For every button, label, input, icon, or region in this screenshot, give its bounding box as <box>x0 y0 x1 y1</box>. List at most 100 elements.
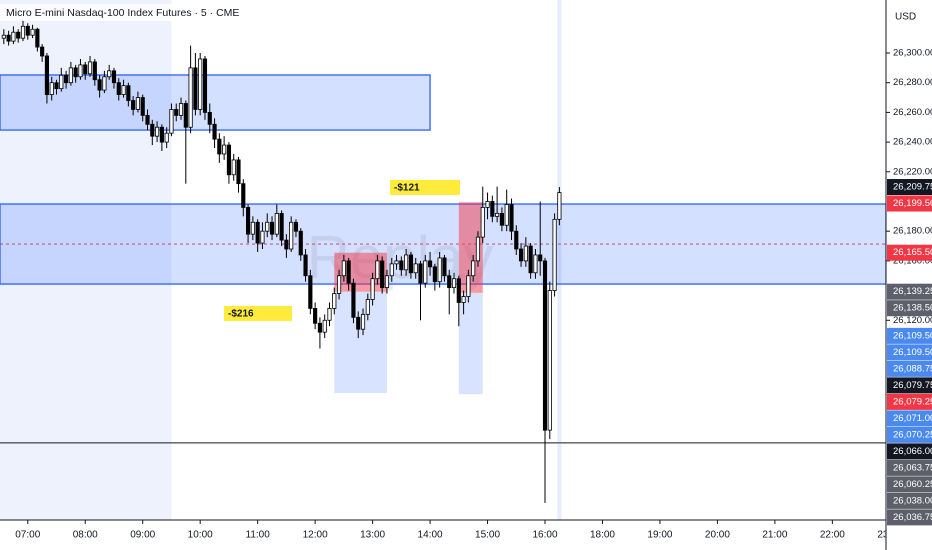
position-stop <box>458 202 483 293</box>
candle-body <box>59 74 64 90</box>
price-label <box>887 443 932 460</box>
candle-body <box>504 204 509 226</box>
candle-body <box>16 31 21 39</box>
candle-body <box>499 212 504 226</box>
candle-body <box>236 159 241 185</box>
candle-body <box>451 278 457 289</box>
candle-body <box>495 212 500 217</box>
candle-body <box>207 112 212 125</box>
candle-body <box>418 263 423 284</box>
candle-body <box>78 64 83 78</box>
price-label <box>887 509 932 526</box>
price-label <box>887 300 932 317</box>
price-label <box>887 283 932 300</box>
extended-hours-shade <box>0 0 172 520</box>
price-label-text: 26,036.75 <box>893 512 932 523</box>
price-label-text: 26,109.50 <box>893 330 932 341</box>
candle-body <box>30 28 35 36</box>
candle-body <box>64 74 69 84</box>
candle-body <box>35 28 40 48</box>
current-time-line <box>557 0 562 520</box>
annotation: -$216 <box>228 309 254 320</box>
candle-body <box>97 79 102 91</box>
candle-body <box>212 123 217 140</box>
candle-body <box>193 67 198 110</box>
candle-body <box>126 85 131 101</box>
candle-body <box>269 221 275 235</box>
candle-body <box>332 293 337 309</box>
candle-body <box>375 260 380 280</box>
title-bg <box>0 4 200 21</box>
candle-body <box>389 263 394 277</box>
candle-body <box>557 192 562 220</box>
candle-body <box>471 260 476 277</box>
candle-body <box>518 248 524 262</box>
x-tick-label: 14:00 <box>418 530 443 541</box>
candle-body <box>317 322 322 333</box>
candle-body <box>49 82 54 95</box>
annotation-box <box>390 180 460 195</box>
x-tick-label: 16:00 <box>532 530 557 541</box>
candle-body <box>222 144 227 155</box>
candle-body <box>547 290 552 431</box>
candle-body <box>140 97 145 116</box>
price-label <box>887 426 932 443</box>
candle-body <box>394 260 399 265</box>
price-label <box>887 410 932 427</box>
candle-body <box>408 254 413 274</box>
price-label-text: 26,199.50 <box>893 198 932 209</box>
x-tick-label: 10:00 <box>188 530 213 541</box>
candle-body <box>202 58 208 113</box>
price-label <box>887 393 932 410</box>
price-label-text: 26,063.75 <box>893 462 932 473</box>
candle-body <box>365 299 370 315</box>
price-label <box>887 344 932 361</box>
y-tick-label: 26,280.00 <box>893 77 932 88</box>
price-label <box>887 327 932 344</box>
candle-body <box>150 123 155 137</box>
x-tick-label: 11:00 <box>246 530 271 541</box>
candle-body <box>485 201 490 208</box>
candle-body <box>231 159 236 176</box>
candle-body <box>523 245 528 262</box>
x-tick-label: 22:00 <box>820 530 845 541</box>
candle-body <box>116 82 121 95</box>
candle-body <box>427 260 433 268</box>
x-tick-label: 21:00 <box>762 530 787 541</box>
candle-body <box>73 67 78 78</box>
price-label-text: 26,070.25 <box>893 429 932 440</box>
candle-body <box>509 204 514 232</box>
candle-body <box>54 82 59 90</box>
candle-body <box>341 260 346 277</box>
candle-body <box>174 109 179 116</box>
price-label <box>887 179 932 196</box>
candle-body <box>241 183 246 208</box>
candle-body <box>107 70 112 78</box>
price-label-text: 26,109.50 <box>893 347 932 358</box>
candle-body <box>40 46 45 57</box>
price-label-text: 26,088.75 <box>893 363 932 374</box>
candle-body <box>131 100 136 110</box>
candle-body <box>121 85 126 95</box>
price-label-text: 26,139.25 <box>893 286 932 297</box>
candle-body <box>159 126 164 143</box>
candle-body <box>308 275 313 309</box>
y-tick-label: 26,180.00 <box>893 226 932 237</box>
candle-body <box>327 308 332 321</box>
price-label <box>887 492 932 509</box>
candle-body <box>442 257 447 277</box>
candle-body <box>188 67 193 128</box>
annotation: -$121 <box>394 183 420 194</box>
price-label-text: 26,209.75 <box>893 182 932 193</box>
x-tick-label: 09:00 <box>130 530 155 541</box>
candle-body <box>44 55 50 95</box>
price-label <box>887 476 932 493</box>
candle-body <box>11 31 16 42</box>
y-tick-label: 26,260.00 <box>893 107 932 118</box>
candle-body <box>102 76 107 91</box>
price-label-text: 26,165.50 <box>893 247 932 258</box>
candle-body <box>447 275 452 289</box>
